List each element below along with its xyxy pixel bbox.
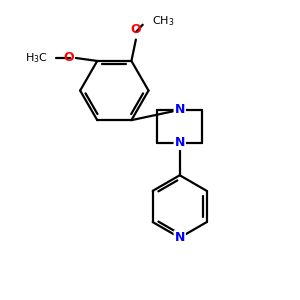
Text: CH$_3$: CH$_3$ [152, 14, 175, 28]
Text: N: N [175, 231, 185, 244]
Text: N: N [175, 103, 185, 116]
Text: N: N [175, 136, 185, 149]
Text: O: O [63, 52, 74, 64]
Text: O: O [130, 23, 141, 36]
Text: H$_3$C: H$_3$C [25, 51, 48, 65]
